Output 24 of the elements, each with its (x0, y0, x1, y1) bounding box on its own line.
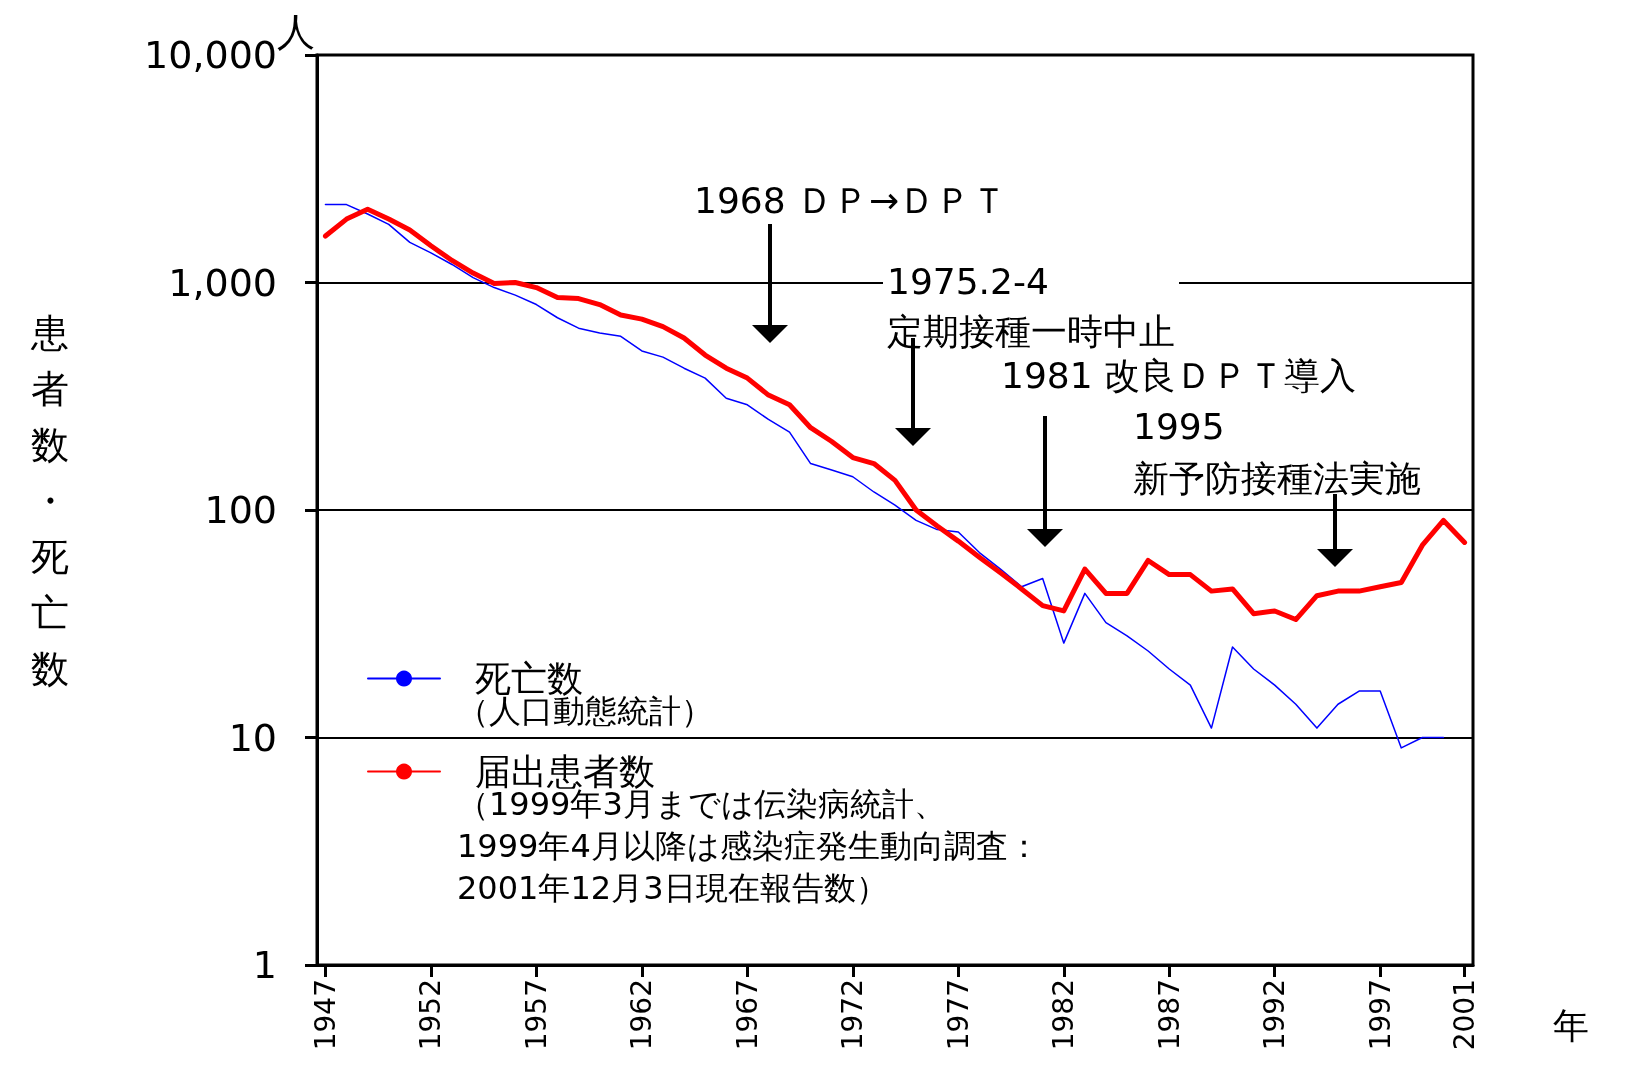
x-tick-label: 2001 (1448, 979, 1482, 1051)
x-tick-label: 1967 (730, 979, 764, 1051)
annotation: 1981 改良ＤＰＴ導入 (1001, 354, 1357, 396)
y-tick-label: 1,000 (168, 260, 277, 305)
x-tick-label: 1972 (836, 979, 870, 1051)
x-tick-label: 1987 (1152, 979, 1186, 1051)
annotation: 1968 ＤＰ→ＤＰＴ (694, 179, 1008, 221)
x-tick-label: 1977 (941, 979, 975, 1051)
y-tick-label: 100 (204, 488, 277, 532)
x-tick-label: 1992 (1258, 979, 1292, 1051)
x-tick-label: 1982 (1047, 979, 1081, 1051)
annotation: 1975.2-4 定期接種一時中止 (887, 260, 1175, 352)
x-tick-label: 1957 (519, 979, 553, 1051)
x-tick-label: 1962 (625, 979, 659, 1051)
y-tick-label: 10 (228, 715, 277, 760)
x-axis-title: 年 (1553, 1004, 1589, 1046)
x-tick-label: 1997 (1363, 979, 1397, 1051)
x-tick-label: 1952 (414, 979, 448, 1051)
y-tick-label: 10,000 (144, 33, 277, 77)
y-tick-label: 1 (252, 943, 277, 987)
x-tick-label: 1947 (308, 979, 342, 1051)
annotation: 1995 新予防接種法実施 (1133, 405, 1421, 499)
y-axis-title: 患者数・死亡数 (30, 310, 69, 691)
text: 人 (277, 10, 315, 54)
